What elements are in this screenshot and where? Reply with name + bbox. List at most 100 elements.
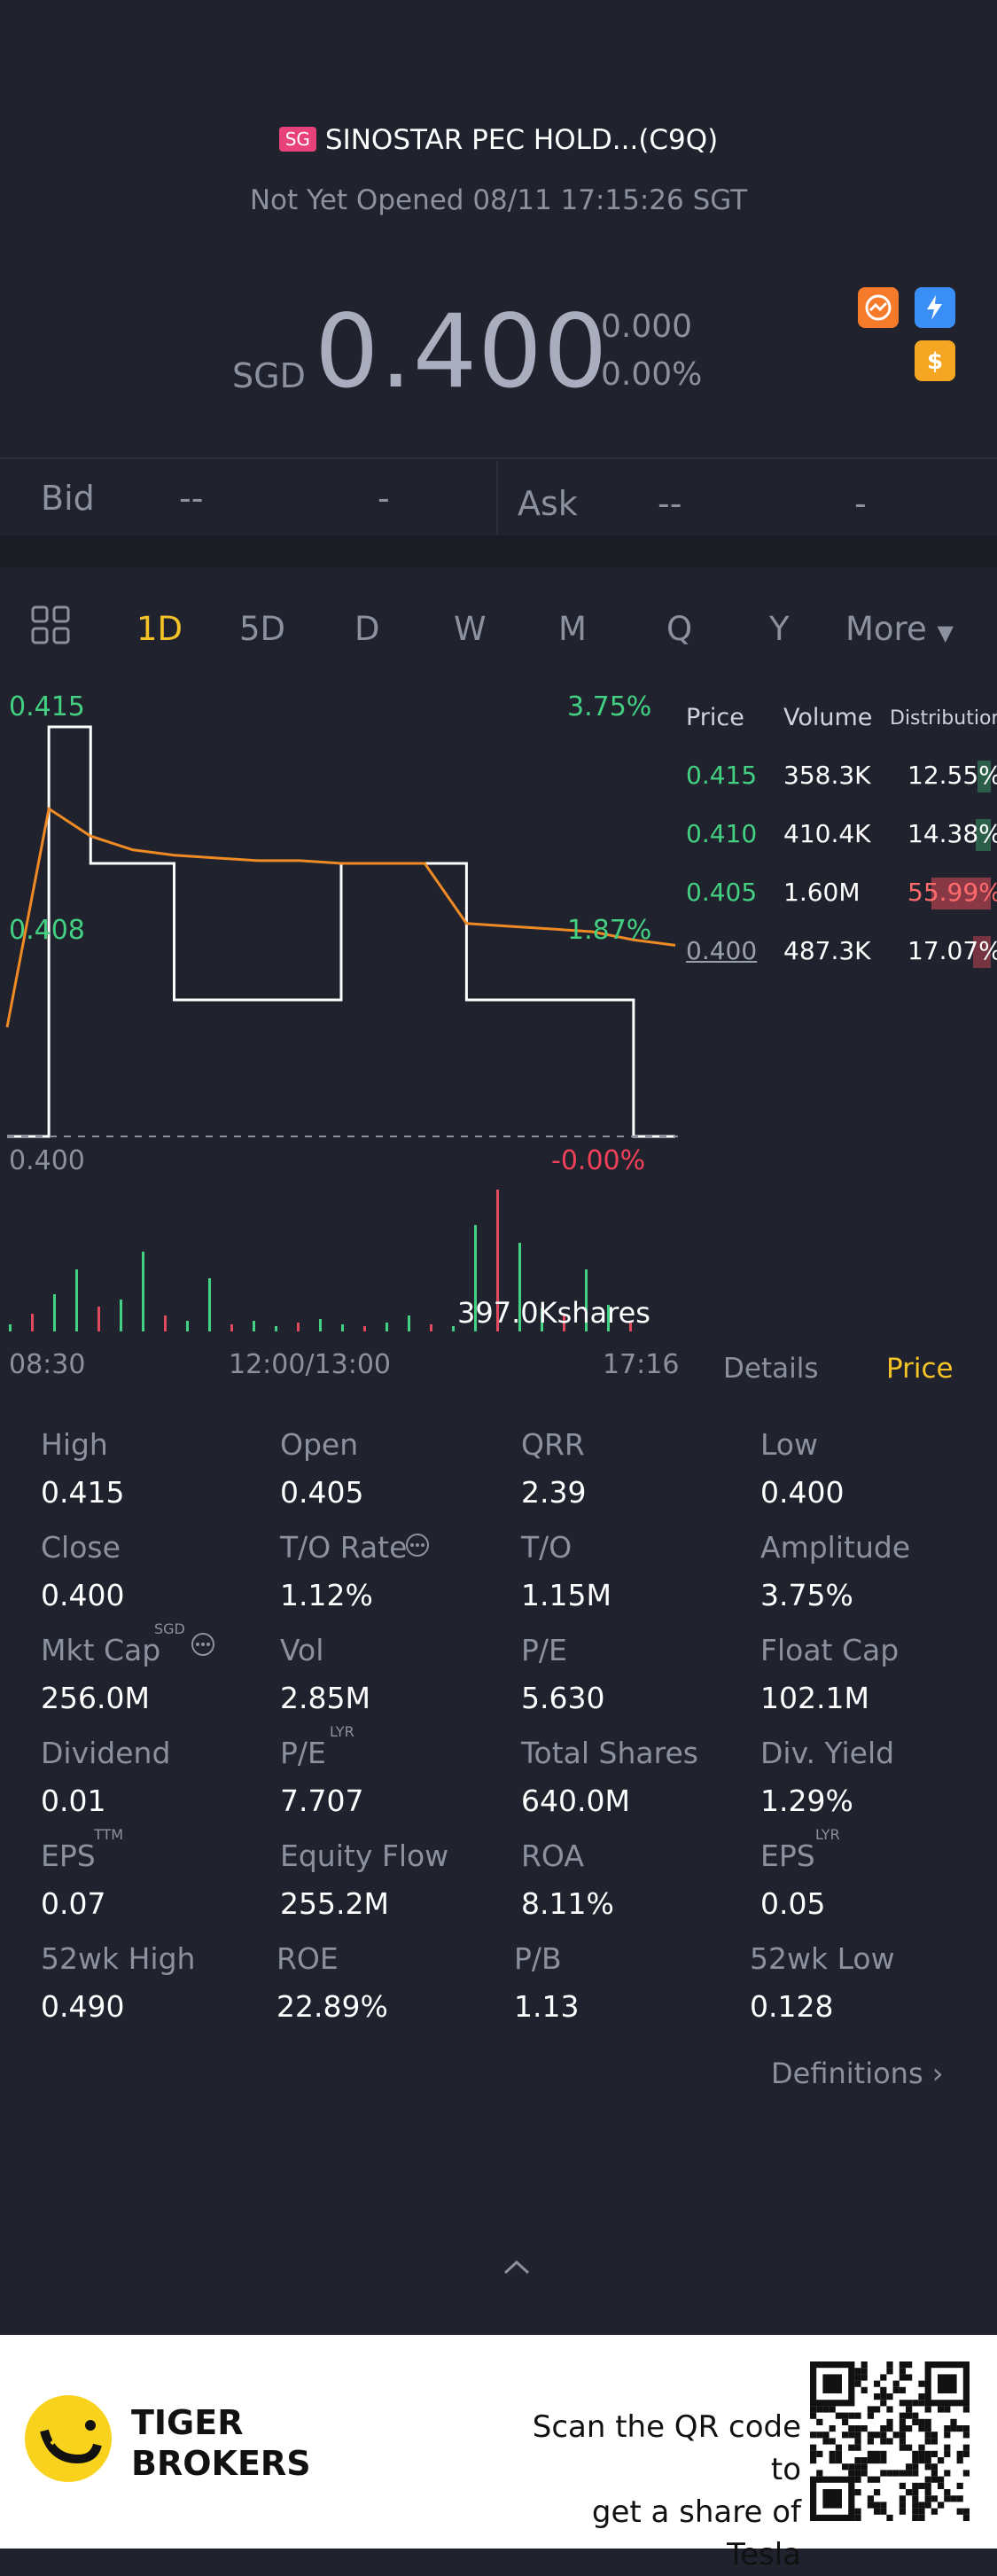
volume-bar <box>585 1269 588 1331</box>
stat-label: EPS <box>41 1838 96 1873</box>
dist-price-2: 0.405 <box>686 878 758 907</box>
volume-bar <box>97 1307 100 1331</box>
stock-title: SG SINOSTAR PEC HOLD...(C9Q) <box>0 124 997 156</box>
stat-label: P/E <box>280 1736 326 1770</box>
stat-value: 5.630 <box>521 1681 605 1715</box>
flash-trade-icon[interactable] <box>915 287 955 328</box>
qr-code-icon[interactable] <box>810 2361 970 2521</box>
volume-label: 397.0Kshares <box>457 1296 650 1330</box>
distribution-bar <box>977 761 991 792</box>
price-series-line <box>7 725 675 1138</box>
stat-label: Mkt Cap <box>41 1633 161 1667</box>
definitions-link[interactable]: Definitions › <box>771 2057 944 2090</box>
tab-w[interactable]: W <box>454 610 487 648</box>
stat-label: ROE <box>277 1941 339 1976</box>
scan-text: Scan the QR code to get a share of Tesla <box>509 2406 801 2576</box>
stat-value: 256.0M <box>41 1681 150 1715</box>
tab-price[interactable]: Price <box>886 1353 954 1385</box>
stat-value: 22.89% <box>277 1989 388 2024</box>
volume-bar <box>341 1324 344 1331</box>
svg-text:$: $ <box>927 348 943 375</box>
dist-pct-3: 17.07% <box>907 936 997 965</box>
volume-bar <box>31 1314 34 1331</box>
stat-value: 2.39 <box>521 1475 587 1510</box>
dist-price-1: 0.410 <box>686 819 758 848</box>
dist-header-distribution: Distribution <box>890 707 997 730</box>
stat-label: Open <box>280 1427 359 1462</box>
tab-y[interactable]: Y <box>769 610 790 648</box>
stat-label: Amplitude <box>760 1530 911 1565</box>
dist-pct-2: 55.99% <box>907 878 997 907</box>
dist-price-0: 0.415 <box>686 761 758 790</box>
stat-label: P/E <box>521 1633 567 1667</box>
chart-icon[interactable] <box>858 287 899 328</box>
volume-bar <box>319 1319 322 1331</box>
price-change: 0.000 0.00% <box>601 303 702 399</box>
stat-label: Vol <box>280 1633 324 1667</box>
tiger-logo-icon <box>25 2395 112 2482</box>
brand-line-2: BROKERS <box>131 2444 311 2483</box>
stat-value: 0.01 <box>41 1784 106 1818</box>
to-rate-info-icon[interactable] <box>404 1532 431 1562</box>
volume-bar <box>275 1326 277 1331</box>
tab-q[interactable]: Q <box>666 610 693 648</box>
tab-details[interactable]: Details <box>723 1353 819 1385</box>
tab-m[interactable]: M <box>558 610 587 648</box>
scan-line-2: get a share of Tesla <box>591 2494 801 2572</box>
brand-name: TIGER BROKERS <box>131 2402 311 2484</box>
ask-size: - <box>854 484 867 523</box>
eps-lyr-sup: LYR <box>815 1826 840 1843</box>
dist-pct-1: 14.38% <box>907 819 997 848</box>
chevron-right-icon: › <box>931 2057 944 2090</box>
bid-ask-divider <box>496 461 498 535</box>
intraday-chart[interactable] <box>0 674 682 1347</box>
definitions-label: Definitions <box>771 2057 923 2090</box>
dollar-icon[interactable]: $ <box>915 340 955 381</box>
chevron-up-icon[interactable] <box>502 2259 532 2280</box>
y-axis-bottom: 0.400 <box>9 1145 85 1176</box>
stat-value: 0.400 <box>41 1578 125 1612</box>
grid-icon[interactable] <box>30 605 71 649</box>
volume-bar <box>53 1294 56 1331</box>
tab-more[interactable]: More ▼ <box>845 610 954 648</box>
brand-line-1: TIGER <box>131 2403 244 2442</box>
change-percent: 0.00% <box>601 356 703 393</box>
x-axis-mid: 12:00/13:00 <box>229 1349 392 1380</box>
volume-bar <box>164 1315 167 1331</box>
x-axis-end: 17:16 <box>603 1349 680 1380</box>
volume-bar <box>9 1324 12 1331</box>
pct-axis-mid: 1.87% <box>567 915 652 946</box>
stat-value: 0.490 <box>41 1989 125 2024</box>
dist-header-price: Price <box>686 704 744 731</box>
volume-bar <box>297 1323 300 1331</box>
bid-size: - <box>378 479 390 518</box>
volume-bar <box>75 1269 78 1331</box>
stat-value: 8.11% <box>521 1886 614 1921</box>
y-axis-mid: 0.408 <box>9 915 85 946</box>
market-status: Not Yet Opened 08/11 17:15:26 SGT <box>249 184 748 216</box>
tab-d[interactable]: D <box>354 610 380 648</box>
pct-axis-top: 3.75% <box>567 691 652 722</box>
change-value: 0.000 <box>601 308 693 345</box>
ask-price: -- <box>658 484 682 523</box>
stat-label: 52wk Low <box>750 1941 895 1976</box>
pct-axis-bottom: -0.00% <box>551 1145 646 1176</box>
mkt-cap-info-icon[interactable] <box>190 1631 216 1661</box>
volume-bar <box>541 1308 543 1331</box>
stat-label: Float Cap <box>760 1633 900 1667</box>
tab-more-label: More <box>845 610 927 648</box>
tab-1d[interactable]: 1D <box>136 610 183 648</box>
volume-bar <box>208 1278 211 1331</box>
x-axis-start: 08:30 <box>9 1349 86 1380</box>
eps-ttm-sup: TTM <box>94 1826 124 1843</box>
tab-5d[interactable]: 5D <box>239 610 286 648</box>
stat-value: 0.400 <box>760 1475 845 1510</box>
stat-value: 0.07 <box>41 1886 106 1921</box>
stat-label: Equity Flow <box>280 1838 449 1873</box>
volume-bar <box>518 1243 521 1331</box>
volume-bar <box>563 1314 565 1331</box>
volume-bar <box>186 1321 189 1331</box>
volume-bar <box>120 1300 122 1331</box>
divider <box>0 457 997 459</box>
stat-value: 0.05 <box>760 1886 826 1921</box>
